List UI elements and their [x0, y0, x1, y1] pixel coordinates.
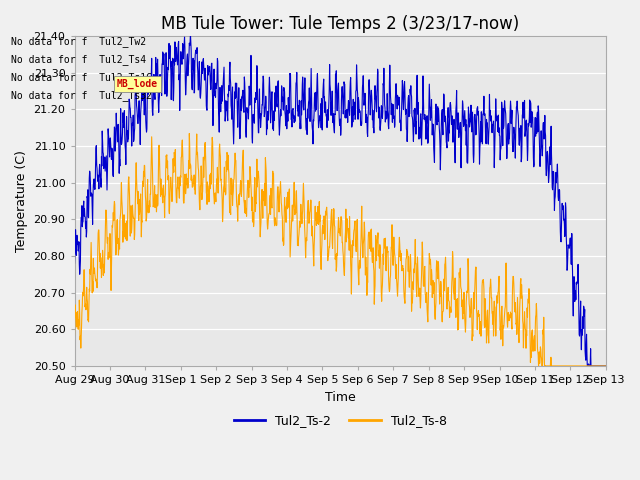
Y-axis label: Temperature (C): Temperature (C): [15, 150, 28, 252]
Text: No data for f  Tul2_Ts16: No data for f Tul2_Ts16: [11, 72, 152, 83]
Text: No data for f  Tul2_Ts4: No data for f Tul2_Ts4: [11, 54, 146, 65]
Text: No data for f  Tul2_Ts32: No data for f Tul2_Ts32: [11, 90, 152, 101]
Legend: Tul2_Ts-2, Tul2_Ts-8: Tul2_Ts-2, Tul2_Ts-8: [228, 409, 452, 432]
Text: No data for f  Tul2_Tw2: No data for f Tul2_Tw2: [11, 36, 146, 47]
Text: MB_lode: MB_lode: [117, 79, 158, 89]
X-axis label: Time: Time: [324, 391, 355, 404]
Title: MB Tule Tower: Tule Temps 2 (3/23/17-now): MB Tule Tower: Tule Temps 2 (3/23/17-now…: [161, 15, 519, 33]
